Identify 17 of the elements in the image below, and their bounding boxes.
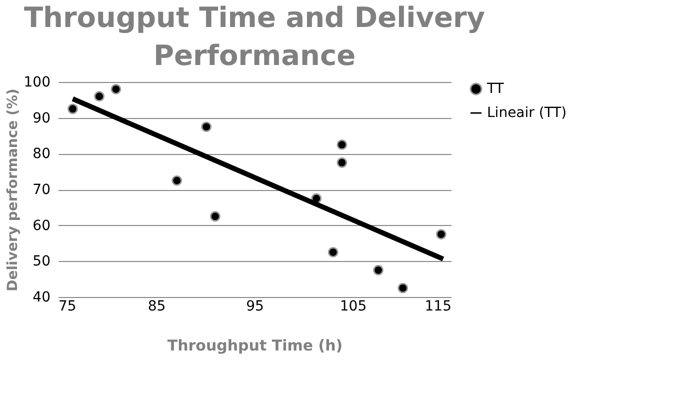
x-tick-label: 75: [58, 298, 76, 314]
y-tick-label: 60: [32, 218, 50, 234]
y-tick-label: 50: [32, 254, 50, 270]
x-tick-label: 85: [148, 298, 166, 314]
y-tick-label: 40: [32, 290, 50, 306]
x-tick-label: 115: [424, 298, 452, 314]
legend-label: TT: [486, 81, 504, 97]
x-tick-label: 105: [340, 298, 367, 314]
y-tick-label: 90: [32, 110, 50, 126]
y-tick-label: 70: [32, 182, 50, 198]
chart-title: Througput Time and Delivery Performance: [24, 1, 486, 72]
y-tick-label: 80: [32, 146, 50, 162]
x-axis-title: Throughput Time (h): [167, 336, 343, 354]
y-tick-label: 100: [24, 74, 50, 90]
legend-label: Lineair (TT): [487, 105, 567, 121]
y-axis-title: Delivery performance (%): [4, 88, 21, 292]
x-tick-label: 95: [246, 298, 264, 314]
